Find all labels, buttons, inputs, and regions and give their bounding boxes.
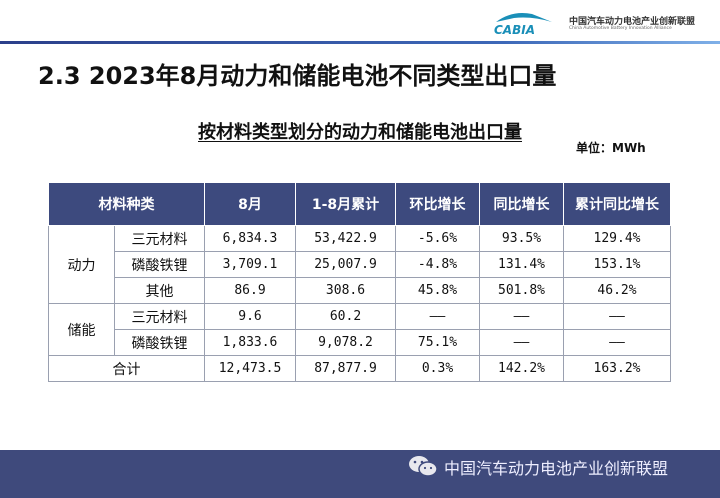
table-row: 磷酸铁锂 3,709.1 25,007.9 -4.8% 131.4% 153.1% (49, 251, 671, 278)
col-header: 累计同比增长 (563, 182, 671, 226)
table-cell: -5.6% (395, 225, 480, 252)
table-cell: 60.2 (295, 303, 396, 330)
table-cell: 86.9 (204, 277, 296, 304)
material-type: 三元材料 (114, 225, 205, 252)
total-label: 合计 (48, 355, 205, 382)
material-type: 磷酸铁锂 (114, 251, 205, 278)
total-row: 合计 12,473.5 87,877.9 0.3% 142.2% 163.2% (48, 355, 671, 382)
table-cell: 142.2% (479, 355, 564, 382)
footer-text: 中国汽车动力电池产业创新联盟 (444, 459, 669, 478)
table-cell: —— (479, 329, 564, 356)
table-cell: —— (563, 303, 671, 330)
table-cell: 12,473.5 (204, 355, 296, 382)
table-row: 磷酸铁锂 1,833.6 9,078.2 75.1% —— —— (49, 329, 671, 356)
col-header: 环比增长 (395, 182, 480, 226)
footer-bar (0, 450, 720, 498)
table-header-row: 材料种类 8月 1-8月累计 环比增长 同比增长 累计同比增长 (48, 182, 671, 226)
table-cell: —— (395, 303, 480, 330)
table-cell: 25,007.9 (295, 251, 396, 278)
table-row: 其他 86.9 308.6 45.8% 501.8% 46.2% (49, 277, 671, 304)
table-cell: 308.6 (295, 277, 396, 304)
table-title-text: 按材料类型划分的动力和储能电池出口量 (198, 122, 522, 143)
table-cell: 9.6 (204, 303, 296, 330)
table-cell: 153.1% (563, 251, 671, 278)
col-header: 8月 (204, 182, 296, 226)
table-cell: 87,877.9 (295, 355, 396, 382)
cabia-logo: CABIA (494, 13, 552, 36)
table-cell: 45.8% (395, 277, 480, 304)
wechat-icon (409, 456, 438, 477)
table-cell: 6,834.3 (204, 225, 296, 252)
org-name-en: China Automotive Battery Innovation Alli… (569, 26, 672, 31)
table-cell: 3,709.1 (204, 251, 296, 278)
header-divider (0, 41, 720, 44)
col-header: 材料种类 (48, 182, 205, 226)
table-cell: 93.5% (479, 225, 564, 252)
table-cell: 0.3% (395, 355, 480, 382)
unit-label: 单位：MWh (576, 141, 646, 155)
svg-text:CABIA: CABIA (494, 23, 535, 36)
material-type: 其他 (114, 277, 205, 304)
table-cell: —— (563, 329, 671, 356)
table-row: 动力 三元材料 6,834.3 53,422.9 -5.6% 93.5% 129.4% (48, 225, 671, 304)
table-cell: 163.2% (563, 355, 671, 382)
col-header: 1-8月累计 (295, 182, 396, 226)
table-cell: 129.4% (563, 225, 671, 252)
table-cell: 9,078.2 (295, 329, 396, 356)
material-type: 磷酸铁锂 (114, 329, 205, 356)
table-cell: 46.2% (563, 277, 671, 304)
group-label: 动力 (48, 225, 115, 304)
org-name-cn: 中国汽车动力电池产业创新联盟 (569, 17, 696, 27)
material-type: 三元材料 (114, 303, 205, 330)
table-cell: 131.4% (479, 251, 564, 278)
page-title: 2.3 2023年8月动力和储能电池不同类型出口量 (38, 62, 557, 90)
group-label: 储能 (48, 303, 115, 356)
col-header: 同比增长 (479, 182, 564, 226)
table-cell: 1,833.6 (204, 329, 296, 356)
table-row: 储能 三元材料 9.6 60.2 —— —— —— (48, 303, 671, 356)
export-table: 材料种类 8月 1-8月累计 环比增长 同比增长 累计同比增长 动力 三元材料 6,… (48, 182, 671, 382)
table-cell: -4.8% (395, 251, 480, 278)
table-cell: 75.1% (395, 329, 480, 356)
table-cell: 53,422.9 (295, 225, 396, 252)
table-title: 按材料类型划分的动力和储能电池出口量 (0, 118, 720, 144)
table-cell: 501.8% (479, 277, 564, 304)
table-cell: —— (479, 303, 564, 330)
